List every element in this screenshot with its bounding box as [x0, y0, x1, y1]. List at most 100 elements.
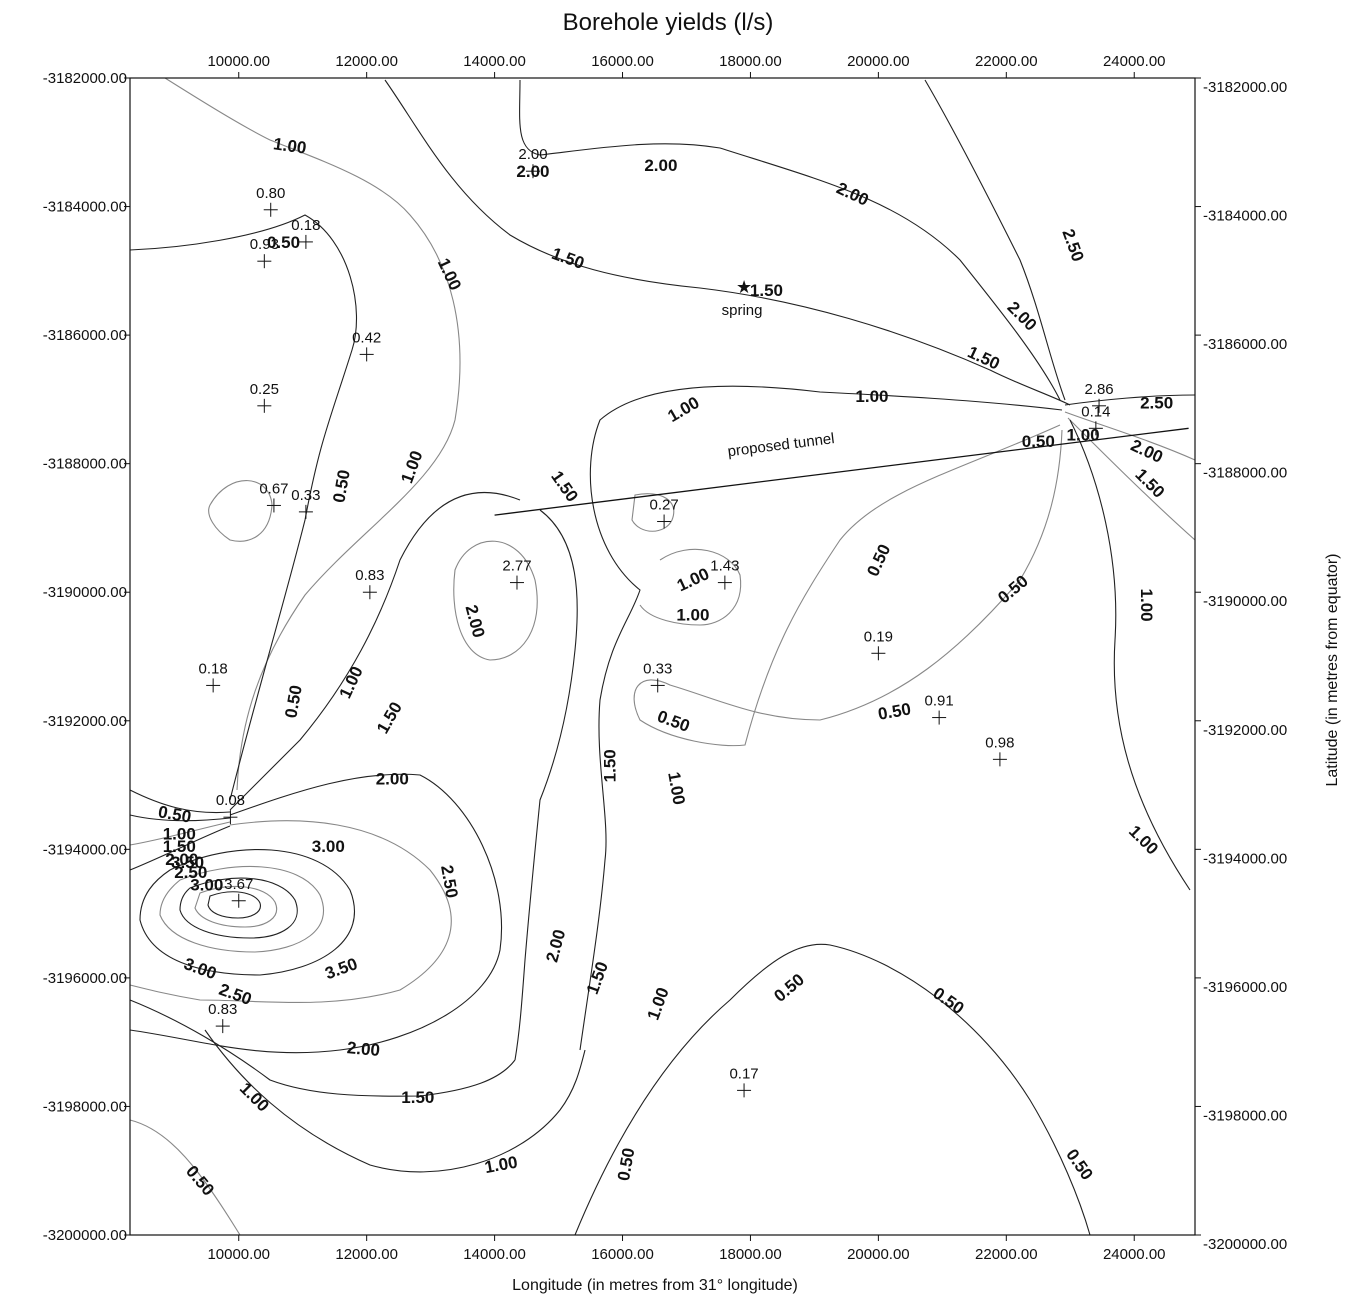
x-tick-label-top: 14000.00 — [463, 53, 526, 70]
x-tick-label-bottom: 14000.00 — [463, 1246, 526, 1263]
spring-label: spring — [722, 302, 763, 319]
contour-label: 2.50 — [1140, 394, 1173, 413]
contour-label: 2.00 — [461, 603, 488, 640]
borehole-label: 0.91 — [925, 693, 954, 710]
borehole-points: 0.800.930.180.420.250.67 0.330.832.772.00… — [199, 146, 1114, 1098]
contour-label: 3.00 — [190, 876, 223, 895]
x-tick-label-bottom: 18000.00 — [719, 1246, 782, 1263]
borehole-label: 0.33 — [643, 660, 672, 677]
y-tick-label-left: -3196000.00 — [43, 970, 127, 987]
axes: 10000.00 12000.00 14000.00 16000.00 18000.00… — [43, 53, 1288, 1263]
borehole-label: 0.17 — [729, 1065, 758, 1082]
contour-label: 1.00 — [272, 134, 307, 157]
contour-line — [1067, 417, 1196, 541]
contour-line — [129, 820, 452, 1004]
contour-line — [514, 509, 578, 1061]
contour-line — [204, 1029, 586, 1173]
contour-label: 2.50 — [1058, 226, 1087, 264]
contour-label: 1.50 — [547, 467, 582, 505]
contour-label: 1.00 — [664, 393, 702, 426]
contour-label: 0.50 — [157, 802, 193, 826]
y-tick-label-right: -3182000.00 — [1203, 79, 1287, 96]
x-tick-label-bottom: 24000.00 — [1103, 1246, 1166, 1263]
contour-label: 0.50 — [329, 468, 353, 504]
contour-label: 2.50 — [174, 863, 207, 882]
contour-label: 2.00 — [542, 927, 569, 964]
contour-label: 1.00 — [676, 606, 709, 625]
contour-label: 0.50 — [281, 684, 305, 720]
contour-line — [1064, 394, 1196, 406]
y-tick-label-right: -3198000.00 — [1203, 1107, 1287, 1124]
borehole-label: 2.77 — [502, 558, 531, 575]
contour-label: 0.50 — [877, 699, 913, 723]
contour-label: 1.00 — [483, 1153, 519, 1177]
contour-line — [453, 540, 538, 661]
borehole-label: 2.00 — [518, 146, 547, 163]
contour-label: 2.00 — [834, 179, 872, 210]
contour-label: 1.50 — [750, 281, 783, 300]
contour-label: 3.50 — [322, 954, 360, 983]
contour-label: 2.00 — [1128, 436, 1166, 467]
contour-line — [179, 877, 298, 939]
contour-label: 2.50 — [437, 864, 461, 900]
contour-label: 0.50 — [770, 970, 808, 1006]
contour-label: 0.50 — [863, 541, 894, 579]
contour-line — [924, 79, 1066, 401]
contour-label: 1.50 — [601, 749, 620, 782]
contour-line — [129, 814, 231, 822]
contour-label: 0.50 — [182, 1162, 218, 1200]
borehole-label: 0.67 — [259, 480, 288, 497]
contour-label: 1.00 — [434, 255, 465, 293]
contour-lines — [129, 77, 1196, 1236]
contour-label: 1.00 — [236, 1079, 273, 1116]
contour-line — [519, 79, 1061, 401]
contour-line — [159, 866, 325, 953]
borehole-label: 3.67 — [224, 876, 253, 893]
borehole-label: 0.18 — [199, 660, 228, 677]
plot-frame — [129, 77, 1196, 1236]
y-tick-label-right: -3190000.00 — [1203, 593, 1287, 610]
x-tick-label-top: 10000.00 — [207, 53, 270, 70]
contour-label: 1.00 — [163, 824, 196, 843]
contour-label: 3.00 — [312, 837, 345, 856]
x-tick-label-bottom: 16000.00 — [591, 1246, 654, 1263]
contour-label: 1.50 — [549, 244, 587, 273]
contour-line — [129, 789, 231, 814]
contour-label: 1.50 — [373, 699, 406, 737]
contour-line — [129, 999, 516, 1097]
borehole-label: 0.42 — [352, 329, 381, 346]
x-tick-label-top: 18000.00 — [719, 53, 782, 70]
y-tick-label-left: -3200000.00 — [43, 1227, 127, 1244]
contour-line — [208, 480, 273, 542]
chart-title: Borehole yields (l/s) — [563, 9, 774, 36]
borehole-label: 0.25 — [250, 381, 279, 398]
y-axis-label: Latitude (in metres from equator) — [1324, 554, 1341, 787]
contour-line — [129, 821, 231, 846]
spring-marker: ★ — [736, 277, 752, 297]
y-tick-label-right: -3196000.00 — [1203, 979, 1287, 996]
y-tick-label-right: -3184000.00 — [1203, 208, 1287, 225]
y-tick-label-left: -3182000.00 — [43, 70, 127, 87]
contour-label: 0.50 — [267, 233, 300, 252]
x-tick-label-bottom: 22000.00 — [975, 1246, 1038, 1263]
contour-labels: 1.00 2.00 2.00 2.00 2.50 2.00 1.50 1.50 1.50 0.50… — [157, 134, 1173, 1199]
contour-line — [574, 943, 1091, 1236]
contour-label: 1.00 — [855, 387, 888, 406]
y-tick-label-right: -3188000.00 — [1203, 465, 1287, 482]
contour-label: 2.00 — [346, 1038, 381, 1060]
contour-line — [633, 424, 1063, 747]
contour-label: 1.00 — [336, 663, 367, 701]
y-tick-label-right: -3194000.00 — [1203, 850, 1287, 867]
contour-label: 1.00 — [1137, 589, 1156, 622]
borehole-label: 0.08 — [216, 792, 245, 809]
contour-line — [384, 79, 1071, 406]
y-tick-label-right: -3192000.00 — [1203, 722, 1287, 739]
contour-label: 3.50 — [171, 853, 204, 872]
contour-label: 0.50 — [1022, 432, 1055, 451]
contour-line — [139, 849, 356, 976]
contour-line — [229, 491, 521, 811]
contour-label: 1.50 — [401, 1088, 434, 1107]
y-tick-label-left: -3186000.00 — [43, 327, 127, 344]
contour-label: 1.00 — [664, 770, 688, 806]
